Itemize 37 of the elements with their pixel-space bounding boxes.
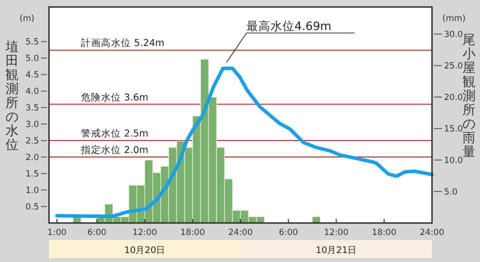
annotation: 最高水位4.69m: [246, 19, 332, 33]
y2-tick-label: 20.0: [444, 93, 463, 104]
text: (m): [20, 14, 34, 24]
x-tick-label: 6:00: [87, 228, 106, 238]
y2-tick-label: 30.0: [444, 30, 463, 40]
x-tick-label: 18:00: [372, 228, 396, 238]
x-tick-label: 6:00: [278, 228, 298, 238]
y2-tick-label: 25.0: [444, 62, 463, 72]
text: 10月20日: [124, 246, 166, 256]
y-tick-label: 1.0: [25, 186, 39, 196]
x-tick-label: 12:00: [132, 228, 157, 238]
ref-line-label: 指定水位 2.0m: [80, 144, 148, 156]
y-tick-label: 2.0: [25, 153, 39, 164]
y-tick-label: 4.0: [25, 87, 39, 98]
x-tick-label: 24:00: [228, 228, 253, 238]
y-axis-title: 埴田観測所の水位: [4, 40, 18, 153]
y-tick-label: 1.5: [25, 170, 39, 180]
text: 10月21日: [316, 246, 357, 256]
x-tick-label: 1:00: [47, 228, 67, 238]
ref-line-label: 警戒水位 2.5m: [81, 128, 148, 140]
y-tick-label: 5.0: [25, 54, 39, 64]
ref-line-label: 危険水位 3.6m: [81, 91, 148, 104]
y2-tick-label: 5.0: [444, 188, 458, 198]
y-tick-label: 0.5: [25, 202, 39, 213]
y2-tick-label: 10.0: [444, 156, 463, 166]
y-tick-label: 4.5: [25, 70, 39, 81]
text: (mm): [442, 14, 466, 24]
x-tick-label: 24:00: [420, 228, 444, 238]
x-tick-label: 18:00: [180, 228, 205, 238]
x-tick-label: 12:00: [324, 228, 348, 238]
ref-line-label: 計画高水位 5.24m: [81, 37, 164, 50]
y2-tick-label: 15.0: [444, 124, 463, 135]
y-tick-label: 3.5: [25, 104, 39, 114]
y-tick-label: 2.5: [25, 136, 39, 147]
y-tick-label: 5.5: [25, 38, 39, 48]
text: 尾小屋観測所の雨量: [462, 33, 476, 160]
y-tick-label: 3.0: [25, 120, 39, 130]
